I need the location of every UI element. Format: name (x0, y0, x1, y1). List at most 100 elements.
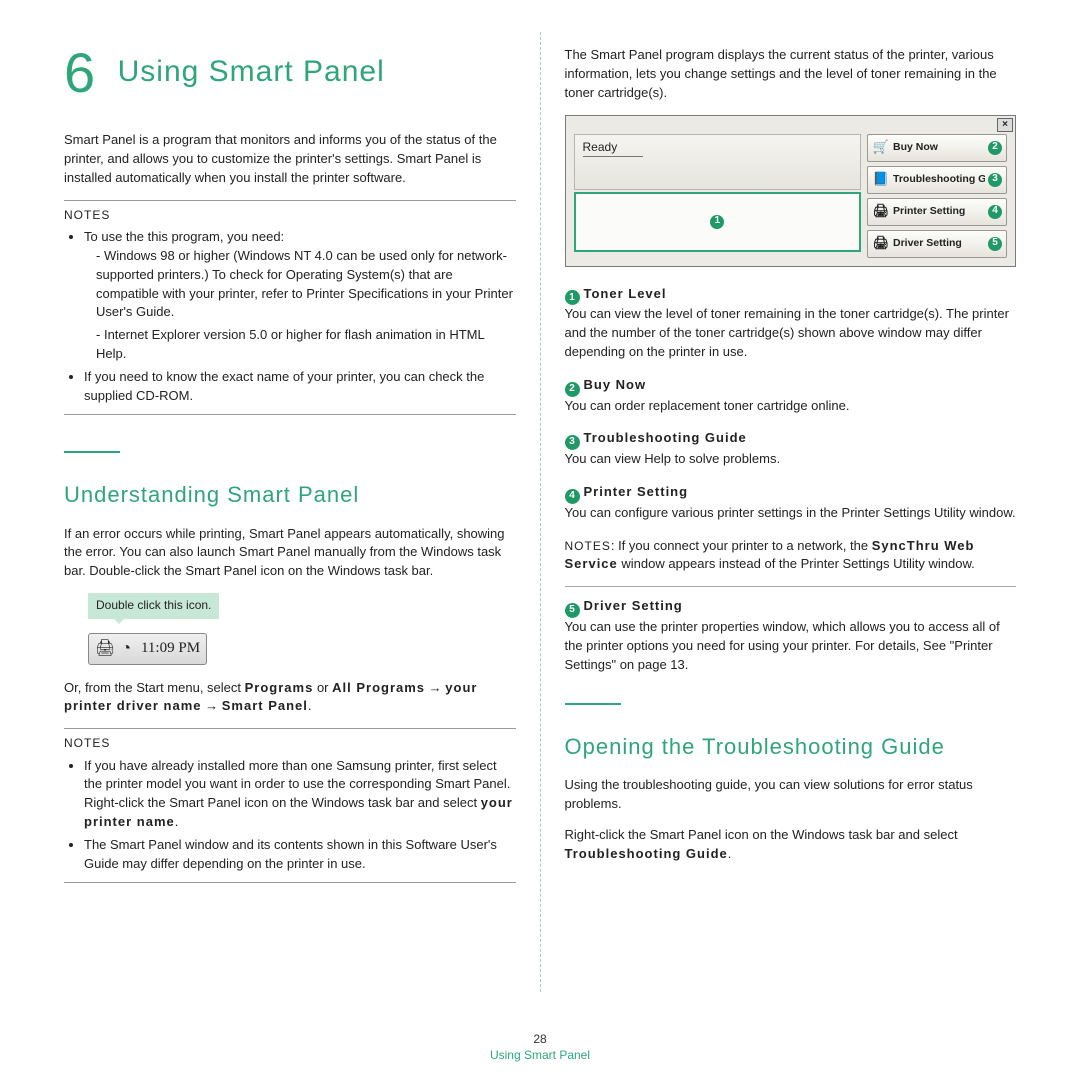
text: Or, from the Start menu, select (64, 680, 245, 695)
status-ready: Ready (583, 139, 643, 157)
text-bold: Smart Panel (222, 698, 308, 713)
cart-icon: 🛒 (872, 138, 890, 157)
marker-4: 4 (988, 205, 1002, 219)
footer-title: Using Smart Panel (0, 1048, 1080, 1062)
paragraph: Or, from the Start menu, select Programs… (64, 679, 516, 717)
text-bold: Troubleshooting Guide (565, 846, 728, 861)
note-subitem: Windows 98 or higher (Windows NT 4.0 can… (96, 247, 516, 322)
printer-setting-note: NOTES: If you connect your printer to a … (565, 537, 1017, 575)
text: Right-click the Smart Panel icon on the … (565, 827, 958, 842)
troubleshooting-button[interactable]: 📘 Troubleshooting Guide 3 (867, 166, 1007, 194)
button-label: Printer Setting (893, 204, 985, 219)
button-label: Troubleshooting Guide (893, 172, 985, 187)
paragraph: Right-click the Smart Panel icon on the … (565, 826, 1017, 864)
intro-paragraph: Smart Panel is a program that monitors a… (64, 131, 516, 188)
note-item: To use the this program, you need: Windo… (84, 228, 516, 364)
accent-rule (565, 703, 621, 705)
text: If you have already installed more than … (84, 758, 510, 811)
notes-list-1: To use the this program, you need: Windo… (64, 228, 516, 406)
taskbar-tray: 🖨 ◔ 11:09 PM (88, 633, 207, 665)
panel-button-column: 🛒 Buy Now 2 📘 Troubleshooting Guide 3 🖨 … (867, 134, 1007, 258)
item-body: You can view the level of toner remainin… (565, 305, 1017, 362)
buy-now-button[interactable]: 🛒 Buy Now 2 (867, 134, 1007, 162)
left-column: 6 Using Smart Panel Smart Panel is a pro… (56, 32, 540, 1012)
rule (565, 586, 1017, 587)
page-footer: 28 Using Smart Panel (0, 1032, 1080, 1062)
item-printer-setting: 4 Printer Setting You can configure vario… (565, 483, 1017, 523)
note-item: If you need to know the exact name of yo… (84, 368, 516, 406)
page: 6 Using Smart Panel Smart Panel is a pro… (56, 32, 1024, 1012)
toner-area: 1 (574, 192, 862, 252)
callout-bubble: Double click this icon. (88, 593, 219, 618)
notes-list-2: If you have already installed more than … (64, 757, 516, 874)
marker-1: 1 (565, 290, 580, 305)
item-driver-setting: 5 Driver Setting You can use the printer … (565, 597, 1017, 674)
rule (64, 200, 516, 201)
marker-5: 5 (565, 603, 580, 618)
text-bold: All Programs (332, 680, 425, 695)
text: . (175, 814, 179, 829)
text: window appears instead of the Printer Se… (618, 556, 975, 571)
rule (64, 882, 516, 883)
marker-1: 1 (710, 215, 724, 229)
driver-setting-button[interactable]: 🖨 Driver Setting 5 (867, 230, 1007, 258)
arrow: → (425, 680, 445, 695)
note-subitem: Internet Explorer version 5.0 or higher … (96, 326, 516, 364)
paragraph: If an error occurs while printing, Smart… (64, 525, 516, 582)
section-heading: Opening the Troubleshooting Guide (565, 731, 1017, 763)
printer-tray-icon[interactable]: 🖨 (95, 637, 115, 660)
printer-setting-button[interactable]: 🖨 Printer Setting 4 (867, 198, 1007, 226)
note-item: The Smart Panel window and its contents … (84, 836, 516, 874)
printer-icon: 🖨 (872, 202, 890, 221)
item-title: Troubleshooting Guide (584, 430, 747, 445)
marker-2: 2 (565, 382, 580, 397)
book-icon: 📘 (872, 170, 890, 189)
text-bold: Programs (245, 680, 314, 695)
printer-icon: 🖨 (872, 234, 890, 253)
tray-time: 11:09 PM (137, 638, 200, 660)
button-label: Driver Setting (893, 236, 985, 251)
text: . (728, 846, 732, 861)
notes-label: NOTES (64, 207, 516, 224)
marker-4: 4 (565, 489, 580, 504)
note-lead: To use the this program, you need: (84, 229, 284, 244)
item-body: You can view Help to solve problems. (565, 450, 1017, 469)
marker-3: 3 (565, 435, 580, 450)
item-toner-level: 1 Toner Level You can view the level of t… (565, 285, 1017, 362)
note-item: If you have already installed more than … (84, 757, 516, 832)
item-title: Printer Setting (584, 484, 689, 499)
arrow: → (202, 698, 222, 713)
notes-label: NOTES (64, 735, 516, 752)
marker-2: 2 (988, 141, 1002, 155)
item-body: You can configure various printer settin… (565, 504, 1017, 523)
text: or (313, 680, 332, 695)
tray-icon[interactable]: ◔ (121, 637, 131, 660)
chapter-number: 6 (64, 32, 114, 113)
callout-wrap: Double click this icon. 🖨 ◔ 11:09 PM (64, 593, 516, 678)
close-button[interactable]: × (997, 118, 1013, 132)
marker-5: 5 (988, 237, 1002, 251)
notes-label-inline: NOTES (565, 539, 611, 553)
item-body: You can order replacement toner cartridg… (565, 397, 1017, 416)
page-number: 28 (533, 1032, 546, 1046)
rule (64, 414, 516, 415)
button-label: Buy Now (893, 140, 985, 155)
right-column: The Smart Panel program displays the cur… (541, 32, 1025, 1012)
item-body: You can use the printer properties windo… (565, 618, 1017, 675)
item-buy-now: 2 Buy Now You can order replacement toner… (565, 376, 1017, 416)
status-area: Ready 1 (574, 134, 862, 258)
chapter-title: Using Smart Panel (118, 32, 385, 94)
text: : If you connect your printer to a netwo… (611, 538, 872, 553)
marker-3: 3 (988, 173, 1002, 187)
item-title: Buy Now (584, 377, 647, 392)
chapter-header: 6 Using Smart Panel (64, 32, 516, 113)
item-title: Toner Level (584, 286, 667, 301)
rule (64, 728, 516, 729)
accent-rule (64, 451, 120, 453)
item-troubleshooting: 3 Troubleshooting Guide You can view Help… (565, 429, 1017, 469)
paragraph: The Smart Panel program displays the cur… (565, 46, 1017, 103)
text: . (308, 698, 312, 713)
item-title: Driver Setting (584, 598, 683, 613)
section-heading: Understanding Smart Panel (64, 479, 516, 511)
paragraph: Using the troubleshooting guide, you can… (565, 776, 1017, 814)
